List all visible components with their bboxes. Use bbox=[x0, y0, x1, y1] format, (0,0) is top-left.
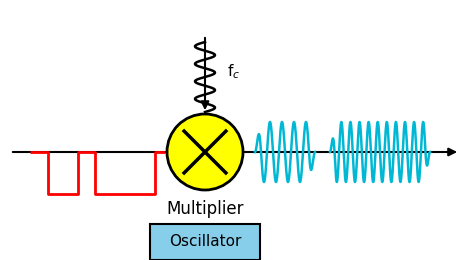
Text: Multiplier: Multiplier bbox=[166, 200, 244, 218]
Circle shape bbox=[167, 114, 243, 190]
Text: Oscillator: Oscillator bbox=[169, 235, 241, 250]
Text: f$_c$: f$_c$ bbox=[227, 63, 240, 81]
FancyBboxPatch shape bbox=[150, 224, 260, 260]
